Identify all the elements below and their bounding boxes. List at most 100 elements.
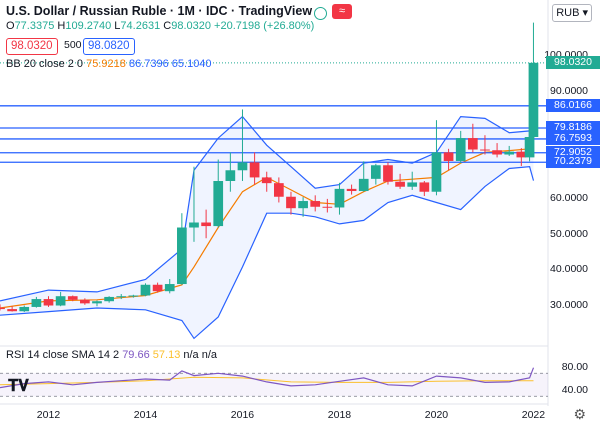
status-dot-icon[interactable] — [314, 7, 327, 20]
close-value: 98.0320 — [171, 20, 211, 32]
candle-body-19 — [225, 170, 236, 181]
candle-body-25 — [298, 201, 308, 209]
open-label: O — [6, 20, 15, 32]
candle-body-35 — [419, 182, 430, 192]
x-tick-label: 2018 — [327, 409, 352, 421]
candle-body-44 — [524, 136, 535, 158]
close-label: C — [163, 20, 172, 32]
y-tick-label: 40.0000 — [550, 263, 588, 276]
candle-body-10 — [116, 296, 127, 298]
low-label: L — [114, 20, 121, 32]
candle-body-1 — [7, 309, 17, 312]
rsi-sma-value: 57.13 — [152, 349, 181, 361]
candle-body-43 — [516, 151, 527, 158]
candle-body-40 — [480, 149, 490, 151]
rsi-legend[interactable]: RSI 14 close SMA 14 2 79.66 57.13 n/a n/… — [6, 349, 217, 361]
candle-body-8 — [92, 301, 102, 304]
level-price-label: 86.0166 — [546, 98, 600, 112]
buy-price-button[interactable]: 98.0820 — [83, 38, 135, 55]
candle-body-32 — [383, 165, 393, 182]
sell-price-button[interactable]: 98.0320 — [6, 38, 58, 55]
candle-body-29 — [346, 188, 357, 192]
candle-body-36 — [431, 152, 442, 192]
y-tick-label: 60.0000 — [550, 191, 588, 204]
gear-icon[interactable]: ⚙ — [573, 406, 586, 422]
bb-legend[interactable]: BB 20 close 2 0 75.9218 86.7396 65.1040 — [6, 58, 212, 70]
low-value: 74.2631 — [120, 20, 161, 32]
candle-body-27 — [322, 206, 333, 208]
x-tick-label: 2020 — [424, 409, 449, 421]
candle-body-26 — [310, 201, 321, 207]
symbol-title[interactable]: U.S. Dollar / Russian Ruble · 1M · IDC ·… — [6, 4, 313, 18]
candle-body-34 — [407, 182, 418, 187]
rsi-tick-label: 40.00 — [561, 383, 588, 396]
level-price-label: 70.2379 — [546, 155, 600, 169]
candle-body-16 — [189, 222, 199, 228]
rsi-na-value: n/a n/a — [183, 349, 218, 361]
candle-body-17 — [201, 222, 211, 227]
rsi-line — [0, 367, 535, 389]
candle-body-2 — [19, 306, 30, 312]
bb-upper-line — [0, 103, 535, 302]
bb-basis-value: 75.9218 — [86, 58, 126, 70]
y-tick-label: 30.0000 — [550, 299, 588, 312]
rsi-label: RSI 14 close SMA 14 2 — [6, 349, 120, 361]
candle-body-9 — [104, 296, 114, 302]
candle-body-23 — [274, 183, 284, 197]
candle-body-42 — [504, 151, 515, 155]
high-label: H — [57, 20, 66, 32]
rsi-tick-label: 80.00 — [561, 360, 588, 373]
y-tick-label: 90.0000 — [550, 84, 588, 97]
change-value: +20.7198 (+26.80%) — [214, 20, 315, 32]
candle-body-22 — [261, 177, 272, 184]
market-status-icon[interactable]: ≈ — [332, 4, 352, 19]
bb-label: BB 20 close 2 0 — [6, 58, 84, 70]
candle-body-18 — [213, 181, 224, 227]
candle-body-31 — [370, 165, 381, 179]
candle-body-4 — [43, 299, 54, 306]
x-tick-label: 2022 — [521, 409, 546, 421]
candle-body-21 — [249, 162, 260, 178]
candle-body-41 — [492, 150, 502, 155]
tradingview-logo-icon[interactable]: 𝐓𝐕 — [8, 378, 29, 395]
chart-header: U.S. Dollar / Russian Ruble · 1M · IDC ·… — [6, 4, 312, 18]
candle-body-12 — [140, 284, 151, 296]
candle-body-13 — [152, 284, 163, 292]
x-tick-label: 2014 — [133, 409, 158, 421]
candle-body-14 — [164, 284, 175, 292]
rsi-value: 79.66 — [122, 349, 150, 361]
bb-lower-value: 65.1040 — [171, 58, 212, 70]
level-price-label: 76.7593 — [546, 131, 600, 145]
current-price-label: 98.0320 — [546, 55, 600, 69]
candle-body-20 — [237, 162, 248, 171]
candle-body-28 — [334, 188, 345, 208]
level-price-label: 79.8186 — [546, 120, 600, 134]
candle-body-15 — [177, 227, 187, 285]
candle-body-3 — [31, 299, 42, 307]
open-value: 77.3375 — [14, 20, 55, 32]
ohlc-row: O77.3375 H109.2740 L74.2631 C98.0320 +20… — [6, 20, 314, 32]
bb-upper-value: 86.7396 — [128, 58, 169, 70]
currency-select[interactable]: RUB ▾ — [552, 4, 592, 22]
high-value: 109.2740 — [65, 20, 112, 32]
y-tick-label: 50.0000 — [550, 227, 588, 240]
candle-body-6 — [67, 296, 78, 300]
rsi-band-fill — [0, 373, 548, 397]
candle-body-7 — [80, 299, 90, 304]
candle-body-5 — [55, 296, 66, 306]
candle-body-37 — [443, 152, 454, 161]
bb-lower-line — [0, 166, 535, 340]
x-tick-label: 2012 — [36, 409, 61, 421]
candle-body-11 — [128, 295, 139, 297]
candle-body-38 — [455, 138, 466, 161]
candle-body-30 — [358, 178, 369, 192]
candle-body-0 — [0, 307, 5, 310]
candle-body-39 — [467, 138, 478, 150]
spread-value: 500 — [60, 38, 86, 53]
candle-body-33 — [395, 181, 405, 187]
candle-body-45 — [528, 62, 539, 137]
candle-body-24 — [286, 196, 296, 209]
x-tick-label: 2016 — [230, 409, 255, 421]
